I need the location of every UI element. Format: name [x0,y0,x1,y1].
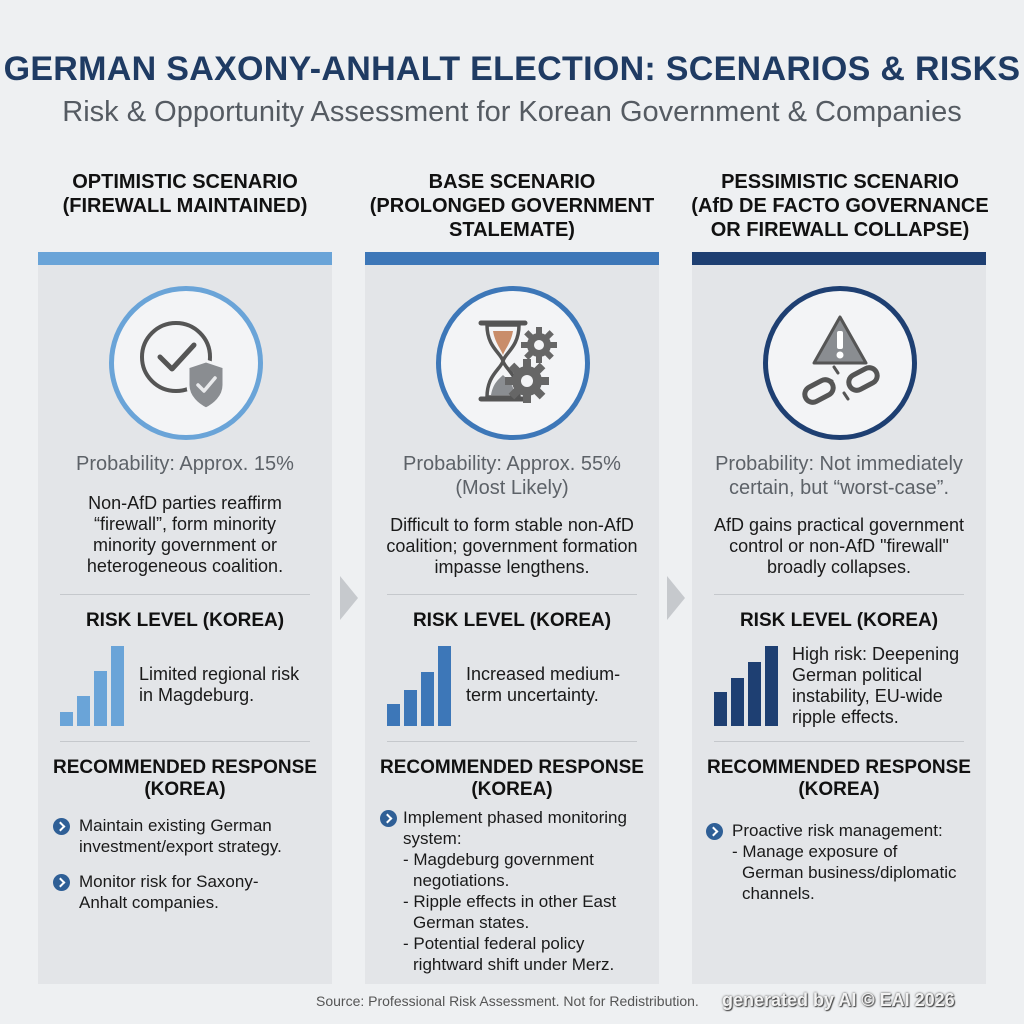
divider [714,594,964,595]
divider [387,741,637,742]
risk-bar [77,696,90,726]
risk-bar [731,678,744,726]
divider [387,594,637,595]
optimistic-heading: OPTIMISTIC SCENARIO (FIREWALL MAINTAINED… [62,171,308,217]
hourglass-gears-icon [436,286,590,440]
pessimistic-heading: PESSIMISTIC SCENARIO (AfD DE FACTO GOVER… [691,171,989,241]
chevron-bullet-icon [380,810,397,827]
risk-bar [404,690,417,726]
risk-bar [421,672,434,726]
recommended-response-heading: RECOMMENDED RESPONSE (KOREA) [707,757,971,800]
check-shield-icon [109,286,263,440]
risk-level-heading: RISK LEVEL (KOREA) [739,610,939,631]
risk-level-bars [714,644,780,726]
card-accent-bar [692,252,986,265]
chevron-bullet-icon [706,823,723,840]
response-item: Maintain existing German investment/expo… [79,816,282,856]
response-sub-item: - Manage exposure of German business/dip… [732,842,957,903]
recommended-response-heading: RECOMMENDED RESPONSE (KOREA) [53,757,317,800]
risk-level-text: Increased medium- term uncertainty. [466,664,621,705]
base-card: Probability: Approx. 55% (Most Likely) D… [365,252,659,984]
risk-level-bars [387,644,453,726]
scenario-description: Non-AfD parties reaffirm “firewall”, for… [86,493,284,576]
probability-text: Probability: Approx. 15% [76,453,294,475]
watermark: generated by AI © EAI 2026 [722,990,955,1010]
probability-text: Probability: Not immediately certain, bu… [715,453,963,499]
page-subtitle: Risk & Opportunity Assessment for Korean… [62,96,962,128]
chevron-bullet-icon [53,818,70,835]
probability-text: Probability: Approx. 55% (Most Likely) [403,453,621,499]
optimistic-card: Probability: Approx. 15% Non-AfD parties… [38,252,332,984]
scenario-description: Difficult to form stable non-AfD coaliti… [386,515,638,577]
source-note: Source: Professional Risk Assessment. No… [316,993,699,1009]
response-item: Monitor risk for Saxony- Anhalt companie… [79,872,259,912]
card-accent-bar [365,252,659,265]
risk-bar [765,646,778,726]
divider [60,741,310,742]
pessimistic-card: Probability: Not immediately certain, bu… [692,252,986,984]
divider [60,594,310,595]
risk-bar [714,692,727,726]
card-accent-bar [38,252,332,265]
risk-bar [94,671,107,726]
chevron-bullet-icon [53,874,70,891]
risk-level-text: Limited regional risk in Magdeburg. [139,664,300,705]
response-item: Proactive risk management: - Manage expo… [732,821,957,903]
response-item: Implement phased monitoring system: - Ma… [403,808,627,974]
risk-bar [60,712,73,726]
response-sub-item: - Potential federal policy rightward shi… [403,934,615,974]
recommended-response-heading: RECOMMENDED RESPONSE (KOREA) [380,757,644,800]
warning-broken-chain-icon [763,286,917,440]
risk-bar [111,646,124,726]
risk-level-heading: RISK LEVEL (KOREA) [412,610,612,631]
scenario-description: AfD gains practical government control o… [713,515,965,577]
base-heading: BASE SCENARIO (PROLONGED GOVERNMENT STAL… [369,171,655,241]
risk-bar [748,662,761,726]
arrow-right-icon [340,576,358,620]
page-title: GERMAN SAXONY-ANHALT ELECTION: SCENARIOS… [3,50,1021,88]
response-sub-item: - Magdeburg government negotiations. [403,850,594,890]
response-sub-item: - Ripple effects in other East German st… [403,892,617,932]
divider [714,741,964,742]
risk-bar [387,704,400,726]
risk-bar [438,646,451,726]
risk-level-bars [60,644,126,726]
risk-level-text: High risk: Deepening German political in… [792,644,960,727]
arrow-right-icon [667,576,685,620]
risk-level-heading: RISK LEVEL (KOREA) [85,610,285,631]
